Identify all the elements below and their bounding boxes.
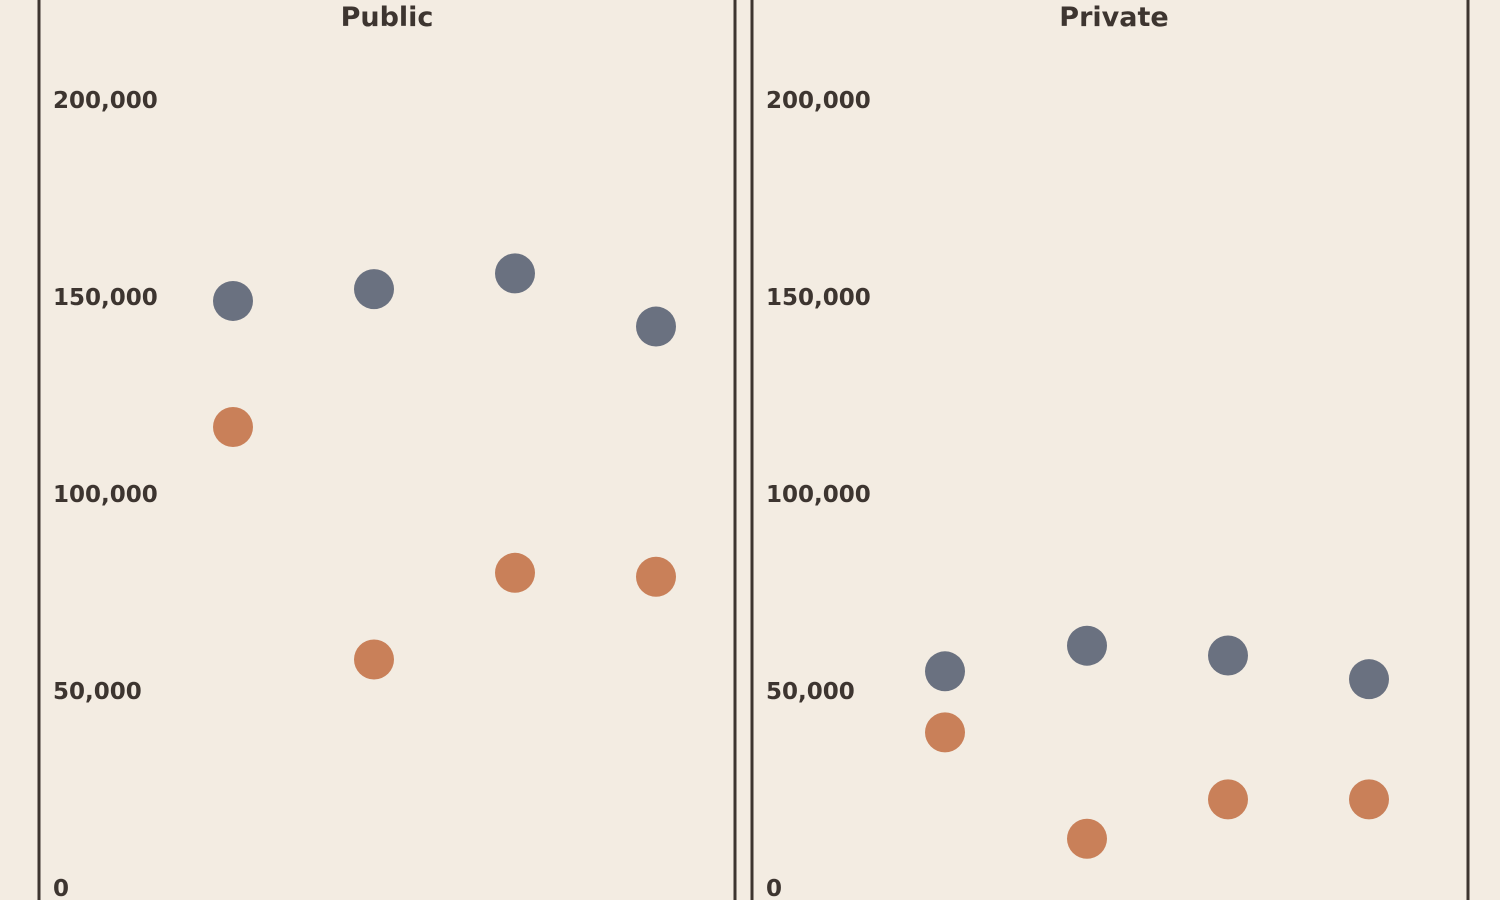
data-point (1349, 659, 1389, 700)
y-tick-label: 100,000 (766, 482, 871, 508)
y-tick-label: 0 (53, 876, 69, 900)
panel-title: Public (341, 2, 434, 33)
data-point (925, 712, 965, 753)
panel-public: Public 200,000 150,000 100,000 50,000 0 (37, 0, 737, 900)
data-point (495, 253, 535, 294)
data-point (1067, 818, 1107, 859)
y-tick-label: 200,000 (53, 88, 158, 114)
data-point (1349, 779, 1389, 820)
data-point (1208, 635, 1248, 676)
data-point (213, 407, 253, 448)
data-point (925, 651, 965, 692)
y-tick-label: 0 (766, 876, 782, 900)
data-point (1208, 779, 1248, 820)
y-axis-ticks: 200,000 150,000 100,000 50,000 0 (766, 88, 871, 900)
y-axis-ticks: 200,000 150,000 100,000 50,000 0 (53, 88, 158, 900)
y-tick-label: 150,000 (766, 285, 871, 311)
y-tick-label: 100,000 (53, 482, 158, 508)
data-point (636, 556, 676, 597)
y-tick-label: 50,000 (766, 679, 855, 705)
data-point (495, 552, 535, 593)
data-point (213, 280, 253, 321)
data-point (354, 639, 394, 680)
data-point (354, 269, 394, 310)
data-point (1067, 625, 1107, 666)
y-tick-label: 150,000 (53, 285, 158, 311)
panel-private: Private 200,000 150,000 100,000 50,000 0 (750, 0, 1470, 900)
panel-title: Private (1059, 2, 1168, 33)
y-tick-label: 200,000 (766, 88, 871, 114)
y-tick-label: 50,000 (53, 679, 142, 705)
data-points (925, 625, 1389, 859)
data-point (636, 306, 676, 347)
data-points (213, 253, 676, 680)
